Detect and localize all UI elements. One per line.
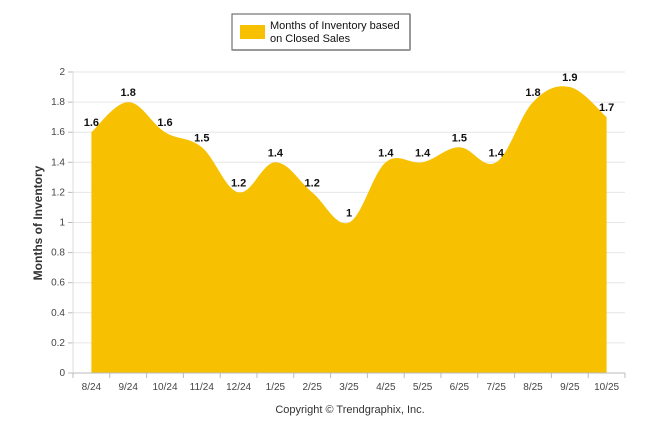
x-tick-label: 8/25 [523,382,543,393]
copyright-credit: Copyright © Trendgraphix, Inc. [275,404,424,416]
series-area [91,86,607,373]
data-label: 1.2 [305,177,320,189]
data-label: 1.6 [84,117,99,129]
y-tick-label: 1.8 [51,97,65,108]
y-tick-label: 0.4 [51,308,65,319]
legend-label-line1: Months of Inventory based [270,20,400,32]
data-label: 1.4 [489,147,505,159]
x-tick-label: 10/24 [152,382,177,393]
data-label: 1.5 [452,132,467,144]
y-tick-label: 1.4 [51,157,65,168]
x-tick-label: 12/24 [226,382,251,393]
y-tick-label: 2 [59,67,65,78]
data-label: 1.8 [121,87,136,99]
data-label: 1.4 [378,147,394,159]
y-tick-label: 1 [59,218,65,229]
data-label: 1 [346,208,352,220]
x-tick-label: 2/25 [302,382,322,393]
y-tick-label: 0 [59,368,65,379]
x-tick-label: 1/25 [266,382,286,393]
y-tick-label: 1.2 [51,187,65,198]
y-tick-label: 0.6 [51,278,65,289]
y-tick-label: 1.6 [51,127,65,138]
y-axis-label: Months of Inventory [31,165,45,280]
data-label: 1.8 [525,87,540,99]
x-tick-label: 5/25 [413,382,433,393]
data-label: 1.7 [599,102,614,114]
chart-legend[interactable]: Months of Inventory based on Closed Sale… [231,13,411,51]
x-tick-label: 11/24 [190,382,215,393]
data-label: 1.4 [268,147,284,159]
y-tick-label: 0.2 [51,338,65,349]
x-tick-label: 10/25 [594,382,619,393]
x-tick-label: 3/25 [339,382,359,393]
x-tick-label: 4/25 [376,382,396,393]
data-label: 1.4 [415,147,431,159]
data-label: 1.5 [194,132,209,144]
x-tick-label: 9/24 [118,382,138,393]
legend-label-line2: on Closed Sales [270,33,351,45]
data-label: 1.9 [562,72,577,84]
x-tick-label: 7/25 [486,382,506,393]
x-tick-label: 8/24 [82,382,102,393]
data-label: 1.6 [157,117,172,129]
y-tick-label: 0.8 [51,248,65,259]
legend-swatch [240,25,265,39]
x-tick-label: 9/25 [560,382,580,393]
data-label: 1.2 [231,177,246,189]
x-tick-label: 6/25 [450,382,470,393]
